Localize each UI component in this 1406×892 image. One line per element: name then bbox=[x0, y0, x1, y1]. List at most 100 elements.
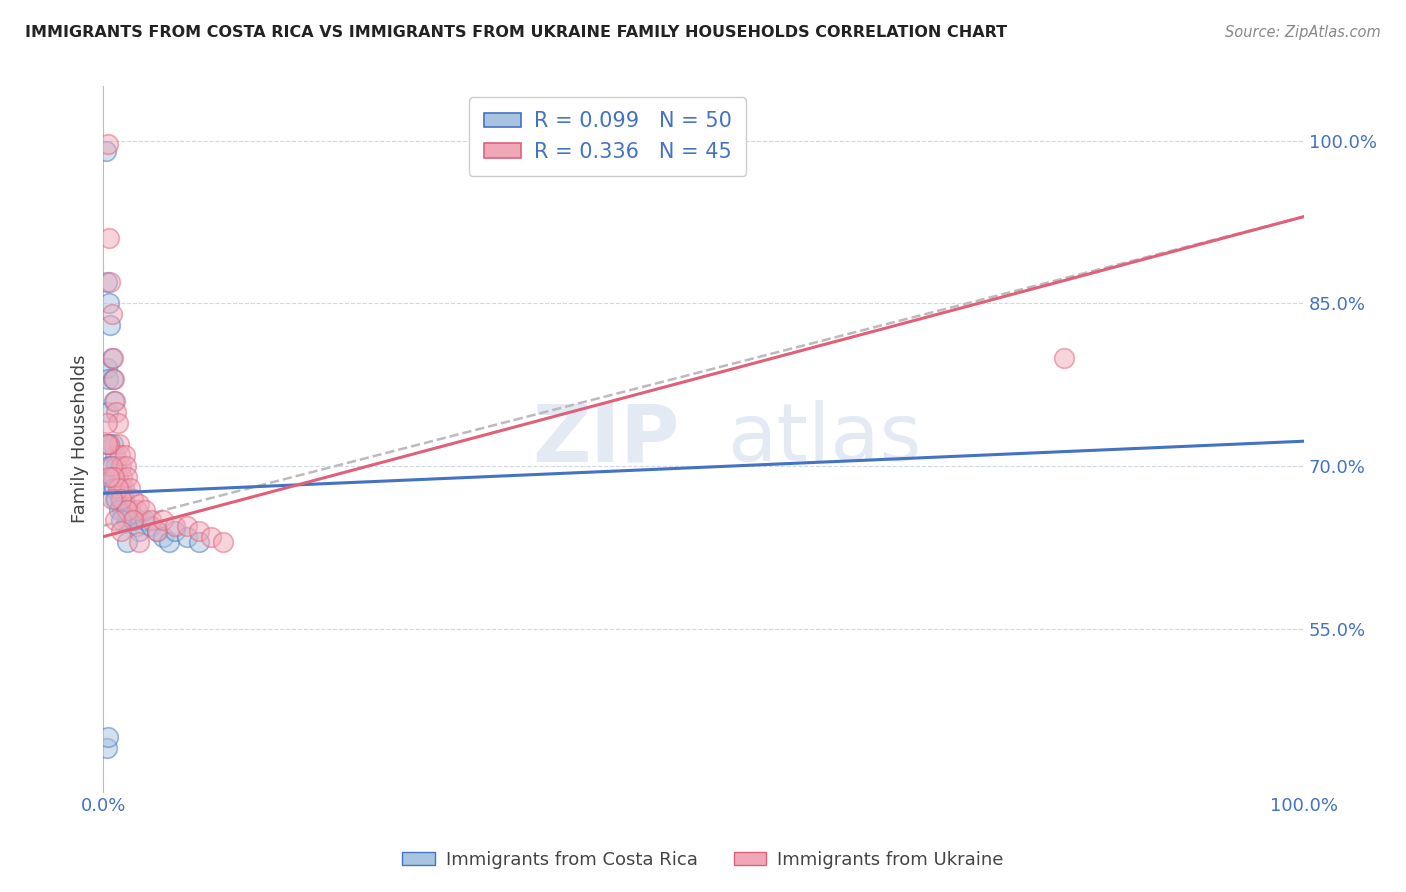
Point bbox=[115, 502, 138, 516]
Point bbox=[128, 497, 150, 511]
Point bbox=[103, 394, 125, 409]
Point bbox=[94, 145, 117, 159]
Point bbox=[96, 741, 118, 756]
Point bbox=[115, 513, 138, 527]
Point bbox=[157, 535, 180, 549]
Point bbox=[97, 405, 120, 419]
Point bbox=[101, 372, 124, 386]
Point bbox=[98, 275, 121, 289]
Point bbox=[98, 437, 121, 451]
Point bbox=[108, 491, 131, 506]
Point bbox=[107, 481, 129, 495]
Point bbox=[115, 470, 138, 484]
Point bbox=[97, 372, 120, 386]
Point bbox=[146, 524, 169, 539]
Point bbox=[124, 513, 146, 527]
Point bbox=[98, 231, 121, 245]
Point bbox=[96, 437, 118, 451]
Point bbox=[118, 502, 141, 516]
Point bbox=[107, 416, 129, 430]
Point bbox=[103, 470, 125, 484]
Point bbox=[105, 459, 128, 474]
Point bbox=[107, 481, 129, 495]
Point bbox=[100, 470, 122, 484]
Point bbox=[100, 459, 122, 474]
Point bbox=[98, 296, 121, 310]
Point bbox=[100, 470, 122, 484]
Point bbox=[114, 497, 136, 511]
Point bbox=[118, 481, 141, 495]
Legend: R = 0.099   N = 50, R = 0.336   N = 45: R = 0.099 N = 50, R = 0.336 N = 45 bbox=[470, 96, 747, 177]
Legend: Immigrants from Costa Rica, Immigrants from Ukraine: Immigrants from Costa Rica, Immigrants f… bbox=[395, 844, 1011, 876]
Point bbox=[125, 502, 148, 516]
Text: Source: ZipAtlas.com: Source: ZipAtlas.com bbox=[1225, 25, 1381, 40]
Point bbox=[104, 448, 127, 462]
Point bbox=[176, 519, 198, 533]
Point bbox=[103, 481, 125, 495]
Point bbox=[125, 519, 148, 533]
Point bbox=[96, 416, 118, 430]
Point bbox=[96, 361, 118, 376]
Point bbox=[141, 513, 163, 527]
Point bbox=[108, 448, 131, 462]
Point bbox=[104, 491, 127, 506]
Point bbox=[115, 502, 138, 516]
Point bbox=[100, 307, 122, 321]
Point bbox=[97, 136, 120, 151]
Point bbox=[112, 481, 135, 495]
Point bbox=[115, 535, 138, 549]
Point bbox=[152, 513, 174, 527]
Point bbox=[110, 513, 132, 527]
Point bbox=[110, 491, 132, 506]
Point bbox=[107, 502, 129, 516]
Point bbox=[146, 524, 169, 539]
Point bbox=[100, 351, 122, 365]
Point bbox=[110, 459, 132, 474]
Point bbox=[134, 502, 156, 516]
Point bbox=[141, 519, 163, 533]
Point bbox=[104, 513, 127, 527]
Point bbox=[96, 437, 118, 451]
Point bbox=[176, 530, 198, 544]
Point bbox=[104, 394, 127, 409]
Point bbox=[121, 508, 143, 522]
Point bbox=[188, 535, 211, 549]
Point bbox=[188, 524, 211, 539]
Point bbox=[1053, 351, 1076, 365]
Point bbox=[98, 437, 121, 451]
Point bbox=[100, 491, 122, 506]
Point bbox=[114, 448, 136, 462]
Text: ZIP: ZIP bbox=[533, 400, 679, 478]
Point bbox=[98, 459, 121, 474]
Point bbox=[128, 535, 150, 549]
Point bbox=[128, 524, 150, 539]
Point bbox=[98, 470, 121, 484]
Point bbox=[98, 318, 121, 332]
Point bbox=[101, 437, 124, 451]
Point bbox=[165, 524, 187, 539]
Point bbox=[165, 519, 187, 533]
Point bbox=[122, 491, 145, 506]
Point bbox=[111, 502, 134, 516]
Point bbox=[105, 491, 128, 506]
Point bbox=[152, 530, 174, 544]
Point bbox=[101, 351, 124, 365]
Point bbox=[112, 491, 135, 506]
Point bbox=[103, 372, 125, 386]
Text: IMMIGRANTS FROM COSTA RICA VS IMMIGRANTS FROM UKRAINE FAMILY HOUSEHOLDS CORRELAT: IMMIGRANTS FROM COSTA RICA VS IMMIGRANTS… bbox=[25, 25, 1008, 40]
Point bbox=[134, 513, 156, 527]
Text: atlas: atlas bbox=[728, 400, 922, 478]
Y-axis label: Family Households: Family Households bbox=[72, 355, 89, 524]
Point bbox=[115, 459, 138, 474]
Point bbox=[110, 481, 132, 495]
Point bbox=[96, 275, 118, 289]
Point bbox=[97, 731, 120, 745]
Point bbox=[122, 513, 145, 527]
Point bbox=[107, 470, 129, 484]
Point bbox=[111, 470, 134, 484]
Point bbox=[107, 437, 129, 451]
Point bbox=[98, 459, 121, 474]
Point bbox=[200, 530, 222, 544]
Point bbox=[103, 481, 125, 495]
Point bbox=[212, 535, 235, 549]
